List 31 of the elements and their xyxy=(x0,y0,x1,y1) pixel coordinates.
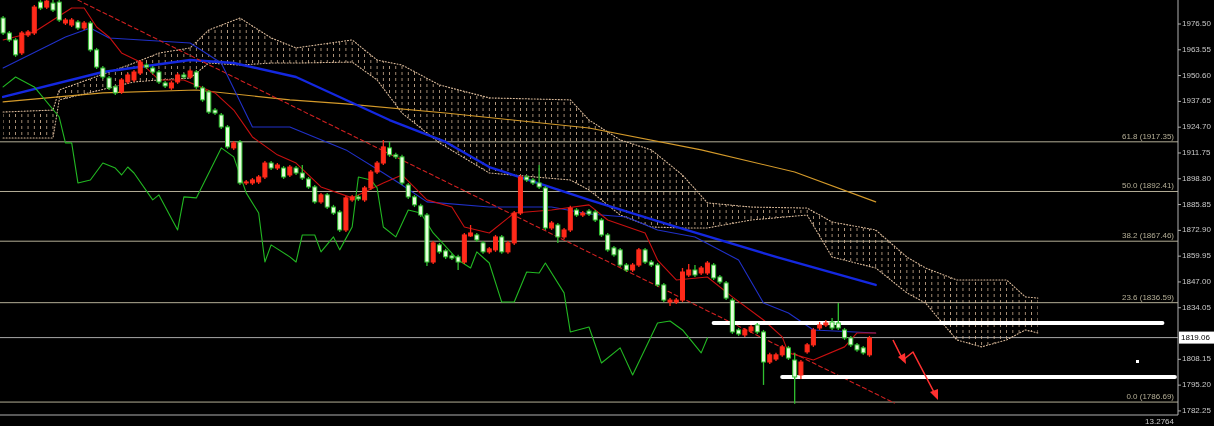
y-tick-label: 1885.85 xyxy=(1182,199,1212,209)
y-tick-label: 1898.80 xyxy=(1182,173,1212,183)
y-tick-label: 1911.75 xyxy=(1182,148,1211,158)
y-tick-label: 1782.25 xyxy=(1182,406,1212,416)
y-tick-label: 1834.05 xyxy=(1182,302,1212,312)
ref-line-label: 0.0 (1786.69) xyxy=(1126,392,1175,402)
y-tick-label: 1963.55 xyxy=(1182,44,1212,54)
candlestick xyxy=(430,240,436,265)
y-tick-label: 1924.70 xyxy=(1182,122,1212,132)
line-series xyxy=(2,76,708,376)
line-series xyxy=(2,89,877,203)
candlestick xyxy=(792,352,798,405)
y-tick-label: 1859.95 xyxy=(1182,251,1212,261)
ref-line-label: 1819.06 xyxy=(1181,332,1211,342)
candlestick xyxy=(866,335,872,358)
ref-line-label: 50.0 (1892.41) xyxy=(1121,181,1175,191)
candlestick xyxy=(499,234,505,255)
ref-line-label: 23.6 (1836.59) xyxy=(1121,292,1175,302)
y-tick-label: 1808.15 xyxy=(1182,354,1212,364)
y-tick-label: 1976.50 xyxy=(1182,19,1212,29)
candlestick xyxy=(798,359,804,380)
y-tick-label: 1950.60 xyxy=(1182,70,1212,80)
candlestick xyxy=(555,222,561,244)
y-tick-label: 1847.00 xyxy=(1182,277,1212,287)
y-tick-label: 1937.65 xyxy=(1182,96,1212,106)
line-series xyxy=(1,58,877,287)
ref-line-label: 38.2 (1867.46) xyxy=(1121,231,1175,241)
y-tick-label: 1795.20 xyxy=(1182,380,1212,390)
y-tick-label: 1872.90 xyxy=(1182,225,1212,235)
ref-line-label: 61.8 (1917.35) xyxy=(1121,131,1175,141)
text: 13.2764 xyxy=(1145,417,1175,426)
